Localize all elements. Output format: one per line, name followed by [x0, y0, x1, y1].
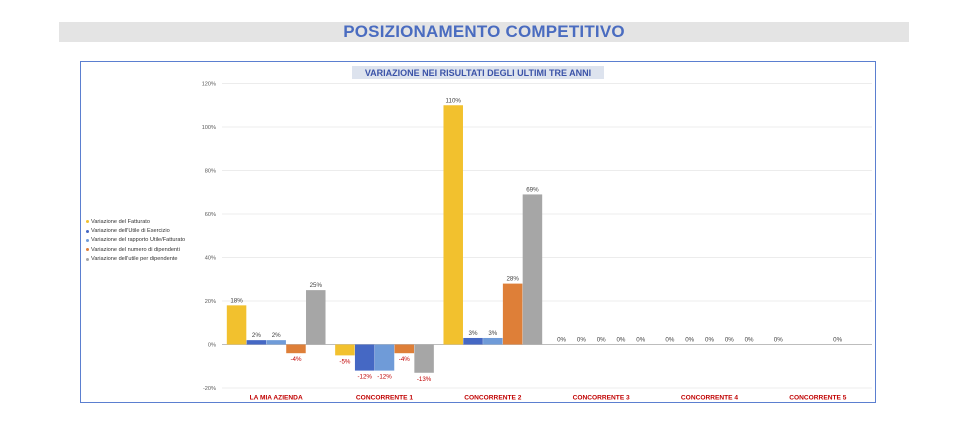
chart-legend: Variazione del Fatturato Variazione dell…: [86, 217, 185, 264]
legend-label: Variazione del Fatturato: [91, 218, 150, 225]
legend-label: Variazione dell'Utile di Esercizio: [91, 228, 170, 235]
legend-marker: [86, 229, 89, 233]
legend-item: Variazione del Fatturato: [86, 217, 185, 226]
legend-marker: [86, 248, 89, 252]
legend-item: Variazione del rapporto Utile/Fatturato: [86, 236, 185, 245]
legend-marker: [86, 257, 89, 261]
legend-label: Variazione del rapporto Utile/Fatturato: [91, 237, 186, 244]
legend-item: Variazione dell'Utile di Esercizio: [86, 226, 185, 235]
chart-title: VARIAZIONE NEI RISULTATI DEGLI ULTIMI TR…: [352, 66, 604, 79]
legend-label: Variazione del numero di dipendenti: [91, 246, 180, 253]
legend-marker: [86, 238, 89, 242]
legend-item: Variazione del numero di dipendenti: [86, 245, 185, 254]
legend-label: Variazione dell'utile per dipendente: [91, 256, 178, 263]
chart-frame: [80, 61, 876, 403]
header-bar: POSIZIONAMENTO COMPETITIVO: [59, 22, 909, 42]
legend-item: Variazione dell'utile per dipendente: [86, 255, 185, 264]
page-title: POSIZIONAMENTO COMPETITIVO: [343, 22, 625, 41]
legend-marker: [86, 220, 89, 224]
